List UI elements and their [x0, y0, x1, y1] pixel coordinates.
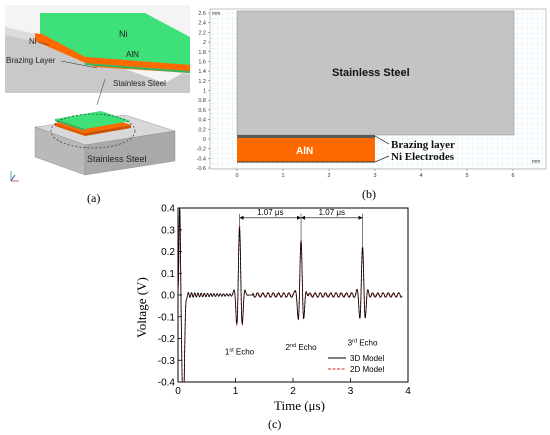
ni-layer-3d [55, 111, 131, 129]
steel-top-label: Stainless Steel [113, 79, 166, 88]
panel-b-y-tick-label: 1.2 [198, 79, 206, 85]
y-tick-label: -0.4 [158, 378, 176, 389]
panel-b-y-tick-label: 0.6 [198, 108, 206, 114]
ni-top-label: Ni [119, 29, 128, 39]
echo-label: 2nd Echo [286, 343, 318, 352]
y-tick-label: 0.0 [161, 291, 175, 302]
unit-top-label: mm [212, 11, 220, 17]
panel-b-y-tick-label: 2.6 [198, 11, 206, 17]
panel-b-y-tick-label: 2 [203, 40, 206, 46]
echo-label: 1st Echo [225, 347, 255, 356]
stainless-steel-label: Stainless Steel [332, 67, 410, 79]
x-tick-label: 1 [233, 386, 239, 397]
panel-a-figure: Ni AlN Ni Brazing Layer Stainless Steel … [5, 5, 190, 187]
panel-b-y-tick-label: -0.4 [197, 156, 206, 162]
y-axis-label: Voltage (V) [134, 277, 149, 338]
ni-top-layer-closeup [40, 13, 190, 65]
y-tick-label: -0.1 [158, 312, 176, 323]
x-tick-label: 4 [405, 386, 411, 397]
panel-b-y-tick-label: 2.4 [198, 21, 206, 27]
panel-a-caption: (a) [87, 191, 101, 205]
ni-left-label: Ni [29, 37, 37, 46]
y-tick-label: 0.1 [161, 269, 175, 280]
panel-b-caption: (b) [362, 187, 376, 201]
aln-label-b: AlN [296, 146, 313, 157]
legend-2d-model: 2D Model [350, 365, 384, 374]
echo-label: 3rd Echo [348, 339, 378, 348]
aln-block [237, 138, 375, 162]
panel-b-y-tick-label: 2.2 [198, 30, 206, 36]
panel-b-y-tick-label: 0.4 [198, 118, 206, 124]
legend-3d-model: 3D Model [350, 354, 384, 363]
y-tick-label: 0.2 [161, 247, 175, 258]
panel-b-y-ticks: 2.6 2.4 2.2 2 1.8 1.6 1.4 1.2 1 0.8 0.6 0.4 0.2 0 -0.2… [197, 11, 210, 172]
y-tick-label: 0.3 [161, 225, 175, 236]
panel-b-x-tick-label: 1 [281, 173, 284, 179]
panel-b-figure: 2.6 2.4 2.2 2 1.8 1.6 1.4 1.2 1 0.8 0.6 0.4 0.2 0 -0.2… [197, 8, 547, 179]
brazing-layer-strip [237, 135, 375, 138]
panel-b-x-tick-label: 5 [465, 173, 468, 179]
panel-b-x-tick-label: 0 [235, 173, 238, 179]
panel-b-y-tick-label: 0.2 [198, 127, 206, 133]
x-tick-label: 0 [175, 386, 181, 397]
steel-bottom-label: Stainless Steel [87, 154, 147, 164]
brazing-layer-label-b: Brazing layer [391, 139, 455, 151]
panel-c-caption: (c) [268, 417, 282, 431]
panel-b-y-tick-label: 1.6 [198, 59, 206, 65]
panel-b-y-tick-label: 0 [203, 137, 206, 143]
x-tick-label: 2 [290, 386, 296, 397]
panel-b-y-tick-label: 1.8 [198, 50, 206, 56]
panel-b-y-tick-label: 1.4 [198, 69, 206, 75]
panel-b-y-tick-label: 1 [203, 89, 206, 95]
interval-label: 1.07 μs [257, 208, 283, 217]
unit-bottom-label: mm [532, 159, 540, 165]
panel-b-x-tick-label: 6 [511, 173, 514, 179]
interval-label: 1.07 μs [319, 208, 345, 217]
panel-b-y-tick-label: 0.8 [198, 98, 206, 104]
panel-b-y-tick-label: -0.2 [197, 147, 206, 153]
brazing-layer-label: Brazing Layer [6, 56, 56, 65]
ni-electrodes-label: Ni Electrodes [391, 151, 455, 163]
panel-c-chart: 0.4 0.3 0.2 0.1 0.0 -0.1 -0.2 -0.3 -0.4 0 1 2 3 4 1.… [134, 204, 411, 413]
x-axis-label: Time (μs) [274, 398, 325, 412]
x-tick-label: 3 [348, 386, 354, 397]
y-tick-label: -0.3 [158, 356, 176, 367]
panel-b-y-tick-label: -0.6 [197, 166, 206, 172]
panel-b-x-tick-label: 3 [373, 173, 376, 179]
panel-b-x-tick-label: 4 [419, 173, 422, 179]
stainless-steel-block [236, 10, 515, 136]
series-line-3d-model [177, 207, 403, 383]
legend: 3D Model 2D Model [328, 354, 384, 374]
aln-label-a: AlN [126, 50, 139, 59]
panel-b-x-tick-label: 2 [327, 173, 330, 179]
y-tick-label: -0.2 [158, 334, 176, 345]
y-tick-label: 0.4 [161, 204, 175, 215]
panel-b-x-ticks: 0 1 2 3 4 5 6 [235, 169, 515, 179]
